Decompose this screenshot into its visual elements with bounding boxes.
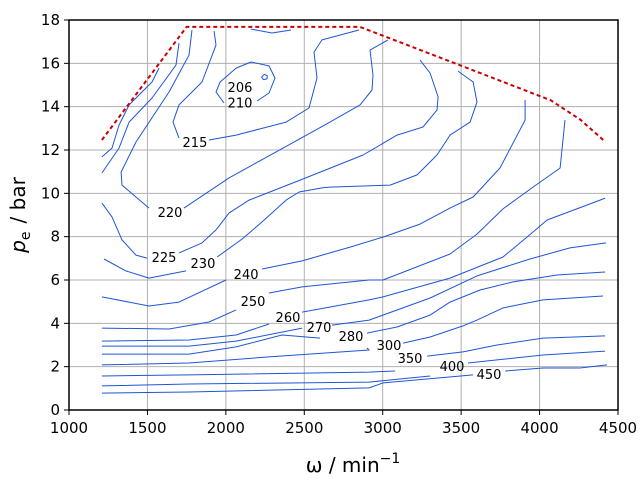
- contour-line-250: [268, 120, 566, 294]
- plot-frame: [68, 19, 619, 411]
- axis-ticks: 1000 1500 2000 2500 3000 3500 4000 4500 0 2 4 6 8 10 1…: [41, 11, 637, 437]
- contour-label-270: 270: [307, 321, 332, 336]
- y-tick-label: 6: [50, 271, 60, 289]
- x-tick-label: 2500: [285, 419, 323, 437]
- contour-label-450: 450: [477, 368, 502, 383]
- contour-line-280: [101, 334, 321, 355]
- contour-line-450: [101, 374, 474, 394]
- contour-label-225: 225: [152, 251, 177, 266]
- contour-label-220: 220: [158, 206, 183, 221]
- contour-line-225: [178, 59, 439, 254]
- contour-label-260: 260: [276, 311, 301, 326]
- x-tick-label: 3000: [364, 419, 402, 437]
- contour-line-225: [101, 42, 180, 174]
- x-tick-label: 2000: [207, 419, 245, 437]
- contour-lines: [101, 28, 608, 394]
- contour-label-206: 206: [228, 81, 253, 96]
- x-tick-label: 4500: [599, 419, 637, 437]
- x-tick-label: 1500: [128, 419, 166, 437]
- full-load-line: [101, 25, 607, 143]
- y-tick-label: 10: [41, 184, 60, 202]
- contour-line-220: [183, 39, 389, 209]
- contour-line-260: [302, 197, 606, 313]
- contour-line-240: [262, 99, 526, 270]
- contour-label-215: 215: [183, 136, 208, 151]
- y-tick-label: 18: [41, 11, 60, 29]
- contour-label-240: 240: [234, 268, 259, 283]
- x-tick-label: 1000: [50, 419, 88, 437]
- full-load-curve: [101, 25, 607, 143]
- y-tick-label: 14: [41, 98, 60, 116]
- contour-line-230: [216, 70, 478, 258]
- contour-label-210: 210: [228, 96, 253, 111]
- y-tick-label: 2: [50, 358, 60, 376]
- contour-line-300: [402, 295, 604, 344]
- contour-line-350: [427, 335, 606, 357]
- x-axis-title: ω / min−1: [306, 451, 401, 477]
- contour-line-260: [101, 323, 270, 342]
- contour-line-210: [215, 61, 276, 104]
- y-tick-label: 8: [50, 228, 60, 246]
- contour-line-230: [101, 67, 160, 158]
- contour-label-400: 400: [440, 360, 465, 375]
- contour-line-450: [505, 364, 608, 372]
- y-axis-title: pe/ bar: [6, 176, 34, 253]
- contour-label-230: 230: [191, 257, 216, 272]
- contour-line-350: [101, 370, 396, 377]
- contour-label-280: 280: [339, 330, 364, 345]
- contour-line-300: [101, 347, 370, 366]
- contour-line-206: [261, 73, 268, 81]
- contour-line-210: [250, 28, 292, 34]
- y-tick-label: 12: [41, 141, 60, 159]
- contour-line-400: [467, 350, 606, 364]
- x-tick-label: 3500: [442, 419, 480, 437]
- contour-line-400: [101, 375, 431, 387]
- contour-line-240: [101, 279, 227, 307]
- contour-label-300: 300: [377, 339, 402, 354]
- contour-line-270: [101, 327, 303, 347]
- x-tick-label: 4000: [520, 419, 558, 437]
- contour-line-280: [366, 271, 606, 334]
- contour-line-220: [120, 29, 193, 209]
- contour-line-225: [101, 202, 148, 259]
- contour-label-250: 250: [241, 295, 266, 310]
- y-tick-label: 4: [50, 314, 60, 332]
- contour-line-215: [209, 29, 360, 141]
- y-tick-label: 0: [50, 401, 60, 419]
- contour-line-215: [172, 31, 217, 139]
- y-tick-label: 16: [41, 54, 60, 72]
- contour-line-250: [101, 309, 237, 330]
- contour-line-270: [331, 242, 607, 326]
- contour-label-350: 350: [398, 352, 423, 367]
- contour-line-230: [103, 258, 187, 279]
